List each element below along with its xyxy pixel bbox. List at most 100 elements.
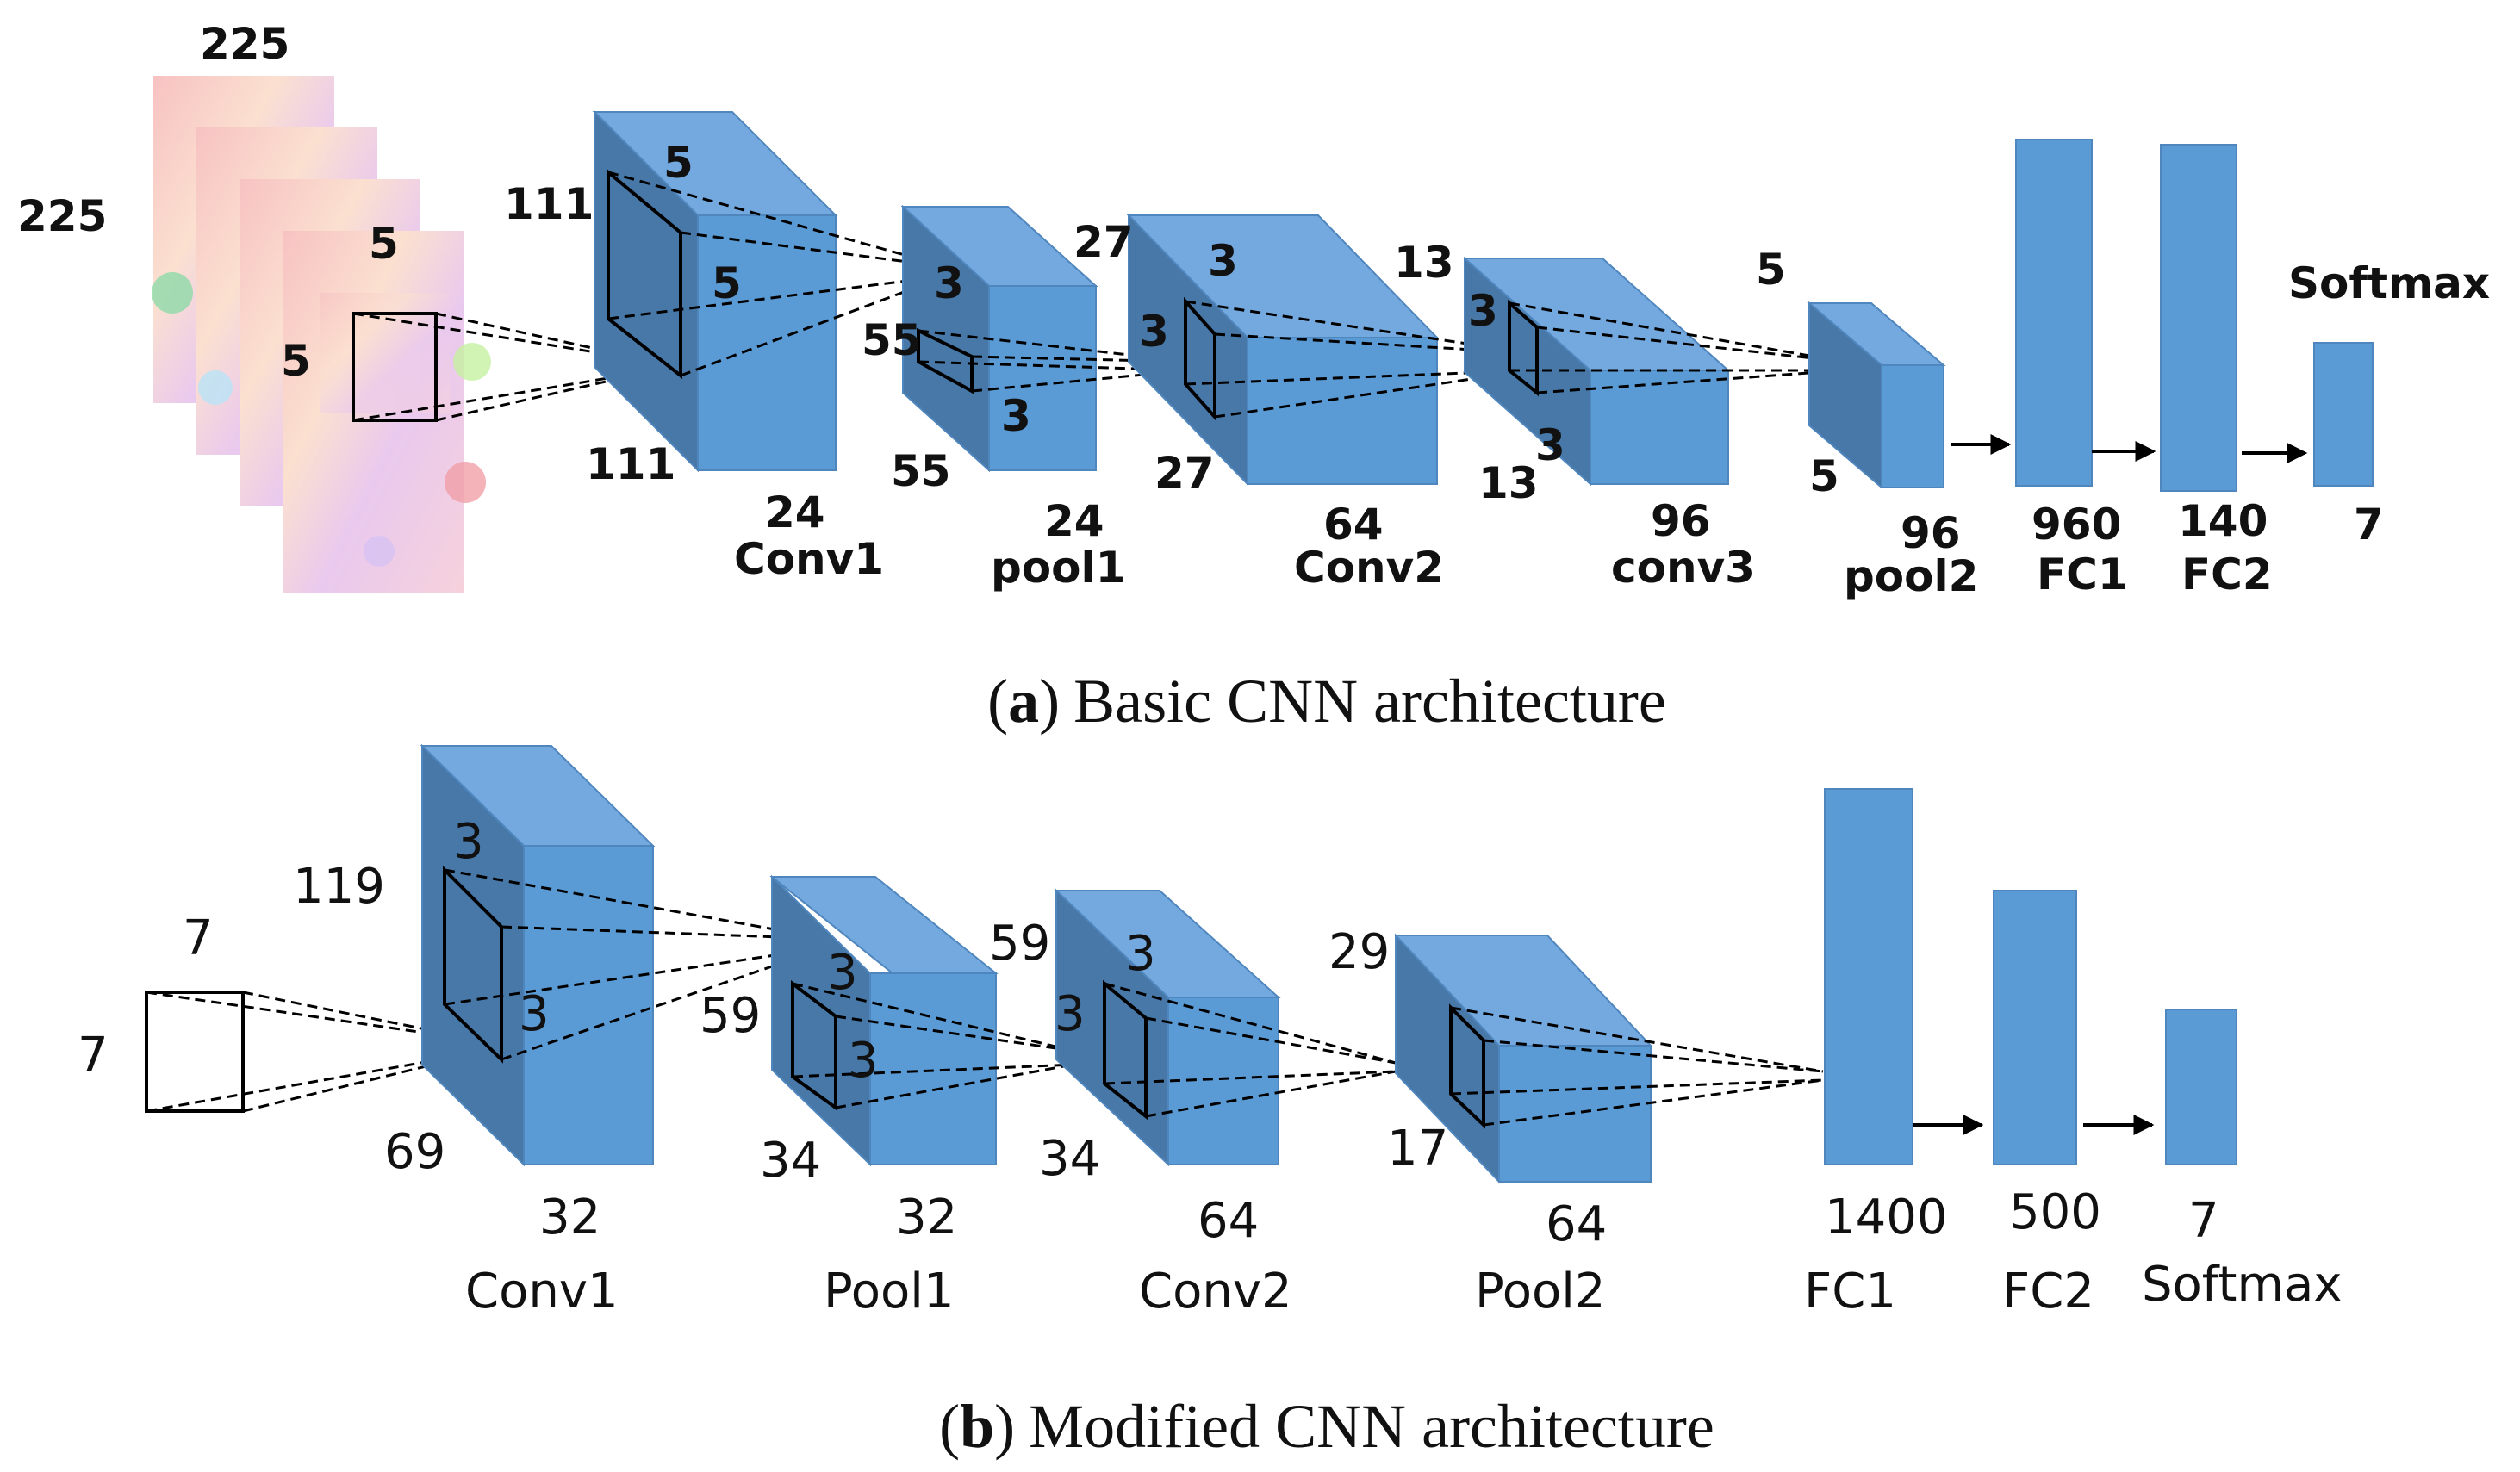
modified-input-box [145,991,245,1113]
basic-fc1-units-label: 960 [2032,500,2121,550]
modified-pool1-projection-lines [792,982,1074,1109]
conv1-width-label: 111 [586,439,675,489]
conv1-depth-label: 24 [765,488,825,537]
modified-conv2-kernel-height-label: 3 [1055,986,1086,1042]
modified-pool1-width-label: 34 [760,1133,821,1189]
modified-conv1-projection-lines [444,868,828,1061]
pool1-depth-label: 24 [1044,496,1104,546]
pool2-depth-label: 96 [1901,508,1961,558]
pool1-width-label: 55 [891,446,951,496]
modified-pool1-kernel-height-label: 3 [848,1033,879,1089]
conv1-height-label: 111 [504,179,594,229]
modified-fc2-units-label: 500 [2009,1184,2101,1240]
pool1-kernel-width-label: 3 [934,258,964,308]
conv1-kernel-height-label: 5 [712,258,742,308]
modified-fc1-name-label: FC1 [1804,1264,1896,1320]
input-kernel-height-label: 5 [281,336,311,386]
image-blob [445,462,486,503]
modified-conv1-width-label: 69 [384,1124,445,1180]
modified-pool1-kernel-width-label: 3 [827,945,858,1001]
modified-pool1-depth-label: 32 [896,1189,957,1245]
image-blob [453,343,491,381]
pool2-block [1807,301,1946,490]
modified-input-height-label: 7 [78,1028,109,1084]
basic-softmax-units-label: 7 [2354,500,2384,550]
modified-pool2-width-label: 17 [1387,1121,1448,1177]
conv1-name-label: Conv1 [734,534,884,584]
conv2-kernel-width-label: 3 [1208,236,1238,286]
basic-fc1-name-label: FC1 [2037,550,2128,599]
conv3-depth-label: 96 [1651,496,1711,546]
modified-conv1-kernel-height-label: 3 [519,986,550,1042]
conv2-block [1126,213,1440,487]
input-image-stack [152,76,491,593]
panel-a-basic-cnn: 225 225 5 5 111 111 5 5 24 Conv1 55 55 3 [17,19,2490,601]
pool2-name-label: pool2 [1844,551,1978,601]
modified-conv1-kernel-width-label: 3 [453,814,484,870]
conv2-kernel-height-label: 3 [1139,307,1169,357]
basic-fc2-units-label: 140 [2178,496,2268,546]
basic-softmax-name-label: Softmax [2288,258,2490,308]
modified-conv1-depth-label: 32 [539,1189,600,1245]
image-blob [364,536,395,567]
image-blob [198,370,233,405]
conv3-name-label: conv3 [1611,543,1755,593]
conv3-projection-lines [1509,301,1845,394]
caption-a: (a) Basic CNN architecture [987,667,1666,736]
pool1-block [900,204,1098,473]
input-width-label: 225 [200,19,289,69]
conv2-height-label: 27 [1073,217,1134,267]
modified-conv2-depth-label: 64 [1198,1193,1259,1249]
input-height-label: 225 [17,191,107,241]
modified-pool2-depth-label: 64 [1546,1196,1607,1252]
modified-softmax-units-label: 7 [2188,1193,2219,1249]
basic-fc2-name-label: FC2 [2181,550,2273,599]
modified-conv1-name-label: Conv1 [465,1264,619,1320]
pool2-width-label: 5 [1809,451,1839,501]
pool2-height-label: 5 [1756,245,1786,295]
pool1-name-label: pool1 [991,543,1125,593]
pool2-front-face [1881,364,1944,488]
modified-conv2-width-label: 34 [1039,1131,1100,1187]
modified-pool2-height-label: 29 [1328,924,1390,980]
conv2-depth-label: 64 [1323,500,1384,550]
modified-fc1-bar [1824,788,1913,1165]
modified-pool1-name-label: Pool1 [824,1264,954,1320]
basic-softmax-bar [2313,342,2374,487]
input-kernel-width-label: 5 [369,219,399,269]
modified-input-width-label: 7 [183,910,214,966]
conv1-kernel-width-label: 5 [663,138,694,188]
modified-conv1-block [420,743,656,1167]
modified-conv2-kernel-width-label: 3 [1125,926,1156,982]
conv3-kernel-height-label: 3 [1535,420,1565,470]
basic-fc2-bar [2160,144,2237,492]
modified-pool1-block [769,874,999,1167]
pool1-height-label: 55 [862,315,922,365]
input-kernel-box [352,312,438,422]
pool1-kernel-height-label: 3 [1001,391,1031,441]
pool1-front-face [988,285,1097,471]
modified-conv2-name-label: Conv2 [1139,1264,1292,1320]
modified-pool2-name-label: Pool2 [1475,1264,1605,1320]
conv2-width-label: 27 [1154,448,1215,498]
conv3-height-label: 13 [1394,238,1454,288]
modified-fc2-name-label: FC2 [2002,1264,2094,1320]
modified-conv2-front-face [1167,997,1279,1165]
conv1-projection-lines [607,171,949,377]
modified-conv1-height-label: 119 [293,859,385,915]
conv2-name-label: Conv2 [1294,543,1444,593]
modified-pool1-height-label: 59 [700,988,761,1044]
conv3-width-label: 13 [1478,458,1539,508]
conv3-kernel-width-label: 3 [1468,286,1498,336]
modified-softmax-name-label: Softmax [2142,1257,2343,1313]
modified-pool2-projection-lines [1450,1006,1824,1127]
input-image-channel [320,293,450,413]
modified-fc1-units-label: 1400 [1825,1189,1948,1245]
basic-fc1-bar [2015,139,2093,487]
modified-conv1-front-face [523,845,654,1165]
modified-conv2-block [1054,888,1281,1167]
modified-fc2-bar [1993,890,2077,1165]
image-blob [152,272,193,314]
modified-softmax-bar [2165,1009,2237,1165]
